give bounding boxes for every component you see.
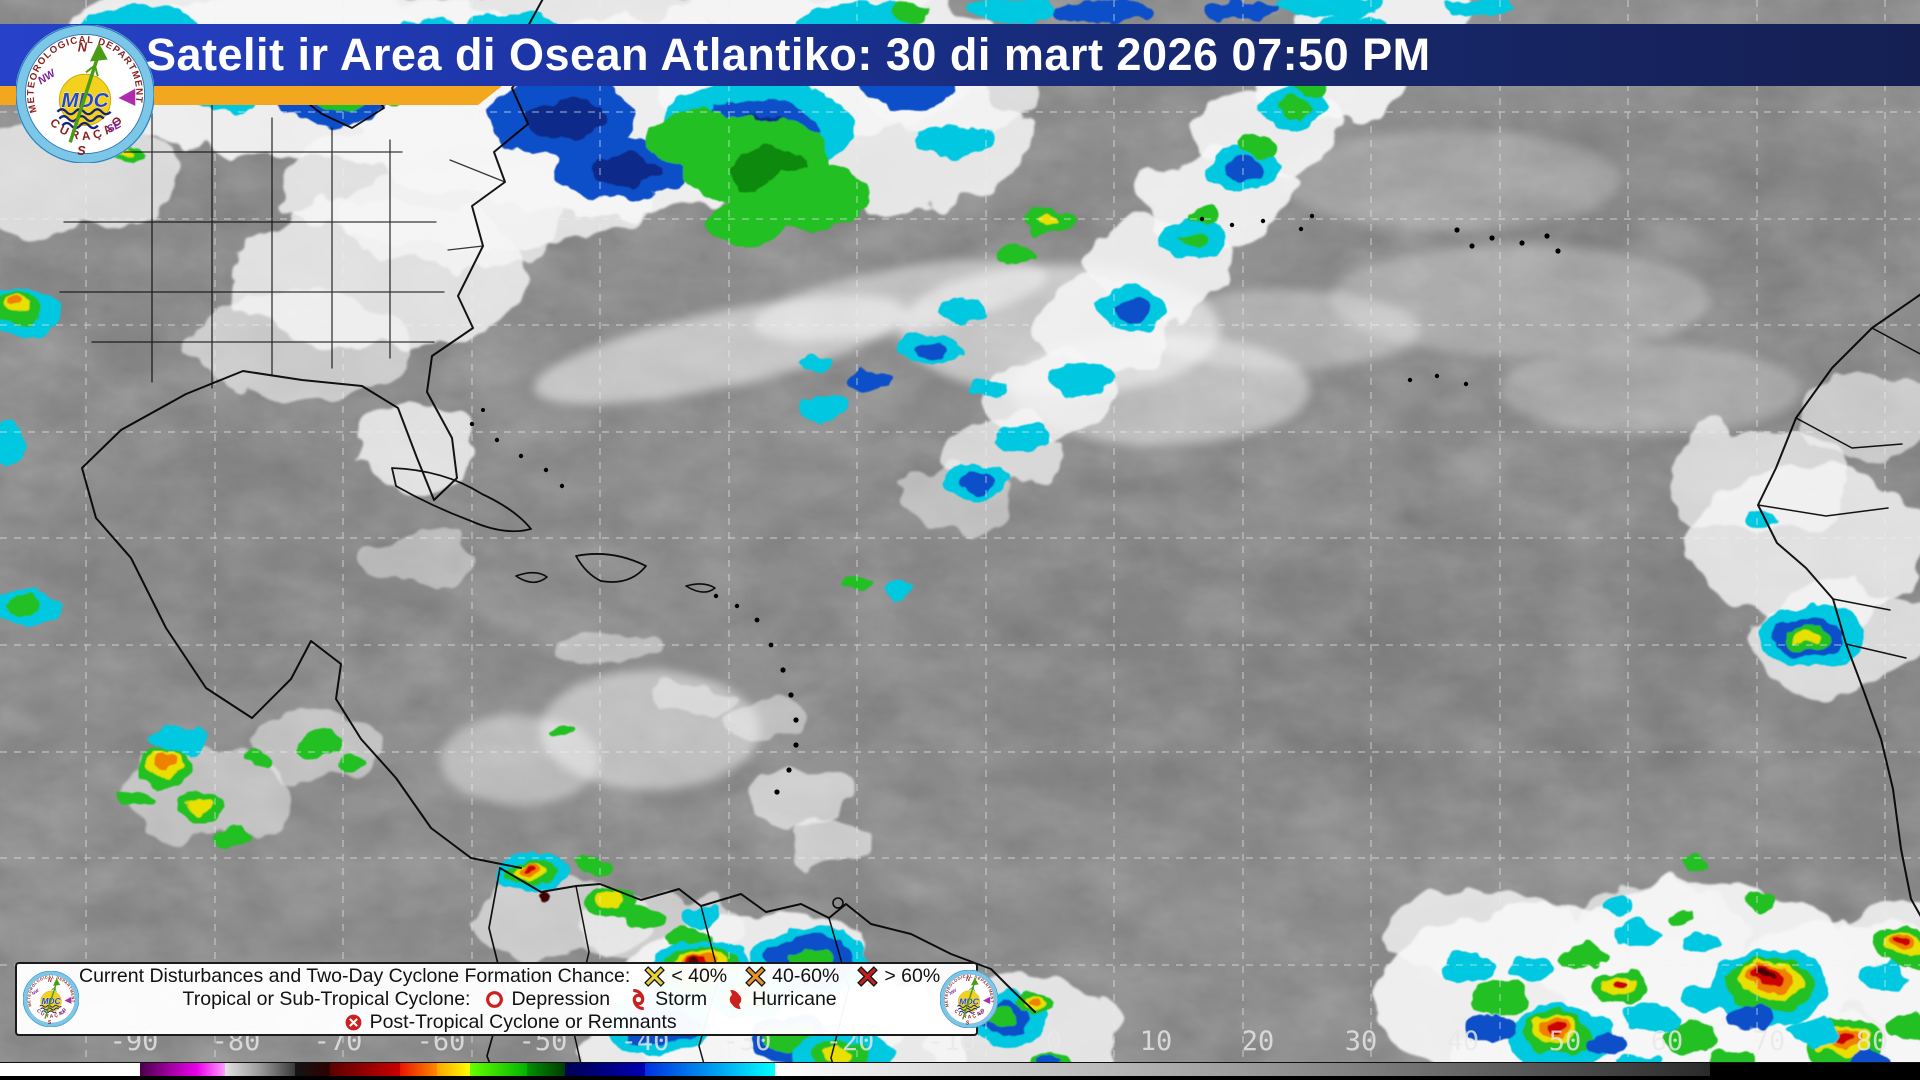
temp-tick-label: 20	[1241, 1026, 1275, 1057]
colorbar-segment	[225, 1063, 295, 1076]
temp-tick-label: 0	[1045, 1026, 1063, 1057]
depression-icon	[486, 990, 504, 1008]
legend-item-label: < 40%	[671, 964, 728, 987]
legend-mdc-logo-left	[23, 971, 79, 1027]
legend-item: < 40%	[644, 965, 727, 988]
formation-chance-x-icon	[857, 965, 879, 987]
colorbar-segment	[295, 1063, 330, 1076]
legend-item-label: Storm	[655, 987, 708, 1010]
colorbar-segment	[527, 1063, 565, 1076]
legend-item: Storm	[628, 988, 707, 1011]
title-bar: Satelit ir Area di Osean Atlantiko: 30 d…	[0, 24, 1920, 86]
temp-tick-label: 70	[1752, 1026, 1786, 1057]
colorbar-segment	[565, 1063, 645, 1076]
legend-content: Current Disturbances and Two-Day Cyclone…	[79, 965, 940, 1034]
colorbar-segment	[400, 1063, 437, 1076]
legend-item: Depression	[484, 988, 610, 1011]
legend-item-label: Hurricane	[752, 987, 837, 1010]
legend-cyclone-label: Tropical or Sub-Tropical Cyclone:	[182, 987, 471, 1010]
page-title: Satelit ir Area di Osean Atlantiko: 30 d…	[146, 29, 1431, 80]
temp-tick-label: 60	[1650, 1026, 1684, 1057]
hurricane-icon	[729, 989, 742, 1009]
temperature-colorbar	[0, 1062, 1920, 1076]
temp-tick-label: 50	[1548, 1026, 1582, 1057]
post-tropical-icon	[345, 1014, 361, 1030]
temp-tick-label: 40	[1446, 1026, 1480, 1057]
formation-chance-x-icon	[745, 965, 766, 987]
colorbar-segment	[140, 1063, 225, 1076]
legend-item-label: Post-Tropical Cyclone or Remnants	[369, 1010, 677, 1033]
storm-icon	[632, 988, 645, 1010]
temp-tick-label: 80	[1855, 1026, 1889, 1057]
colorbar-segment	[0, 1063, 140, 1076]
legend-item: 40-60%	[745, 965, 839, 988]
legend-item-label: Depression	[511, 987, 611, 1010]
legend-item-label: 40-60%	[772, 964, 840, 987]
colorbar-segment	[330, 1063, 400, 1076]
formation-chance-x-icon	[644, 965, 666, 987]
colorbar-segment	[470, 1063, 527, 1076]
colorbar-segment	[1710, 1063, 1920, 1076]
legend-item: > 60%	[857, 965, 940, 988]
colorbar-base-strip	[0, 1076, 1920, 1080]
legend-chance-label: Current Disturbances and Two-Day Cyclone…	[79, 964, 631, 987]
legend-mdc-logo-right	[940, 970, 998, 1028]
colorbar-segment	[437, 1063, 470, 1076]
legend-item: Hurricane	[725, 988, 837, 1011]
temp-tick-label: 30	[1344, 1026, 1378, 1057]
legend-item-label: > 60%	[884, 964, 941, 987]
mdc-logo	[16, 25, 154, 163]
colorbar-segment	[645, 1063, 775, 1076]
legend-box: Current Disturbances and Two-Day Cyclone…	[15, 962, 978, 1036]
temp-tick-label: 10	[1139, 1026, 1173, 1057]
colorbar-segment	[775, 1063, 1710, 1076]
legend-item: Post-Tropical Cyclone or Remnants	[343, 1011, 677, 1034]
